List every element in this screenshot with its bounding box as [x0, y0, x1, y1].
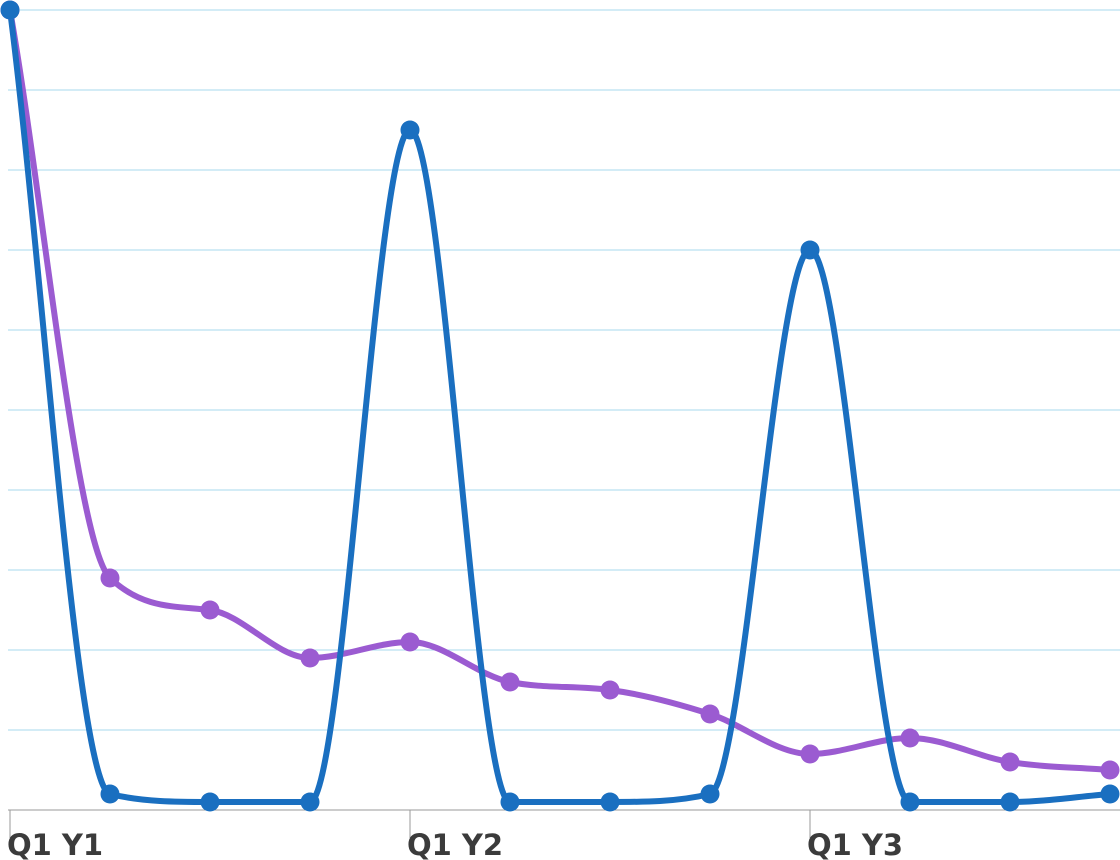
series-2-line	[7, 7, 1113, 806]
x-tick-label: Q1 Y2	[407, 828, 503, 860]
series-1-line	[7, 7, 1113, 773]
series-1-point	[700, 704, 720, 724]
series-lines	[7, 7, 1113, 806]
series-1-point	[100, 568, 120, 588]
series-2-point	[0, 0, 20, 20]
series-points	[0, 0, 1120, 812]
series-1-point	[200, 600, 220, 620]
series-2-point	[1100, 784, 1120, 804]
series-1-point	[1100, 760, 1120, 780]
series-1-point	[1000, 752, 1020, 772]
series-1-point	[900, 728, 920, 748]
series-2-point	[1000, 792, 1020, 812]
x-axis: Q1 Y1 Q1 Y2 Q1 Y3	[7, 809, 1120, 860]
series-2-point	[700, 784, 720, 804]
series-1-point	[800, 744, 820, 764]
series-2-point	[800, 240, 820, 260]
x-tick-label: Q1 Y3	[807, 828, 903, 860]
series-1-point	[400, 632, 420, 652]
series-2-point	[200, 792, 220, 812]
series-2-point	[600, 792, 620, 812]
series-2-point	[400, 120, 420, 140]
series-2-point	[900, 792, 920, 812]
x-tick-label: Q1 Y1	[7, 828, 103, 860]
series-2-point	[500, 792, 520, 812]
y-gridlines	[8, 9, 1120, 731]
series-1-point	[300, 648, 320, 668]
series-1-point	[600, 680, 620, 700]
series-2-point	[300, 792, 320, 812]
series-1-point	[500, 672, 520, 692]
series-2-point	[100, 784, 120, 804]
